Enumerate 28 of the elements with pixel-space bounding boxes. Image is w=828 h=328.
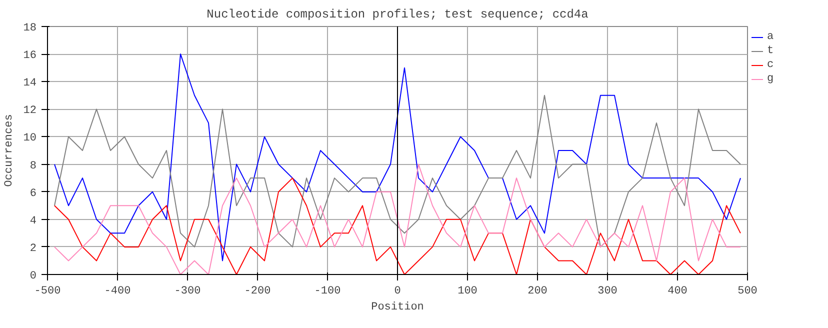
y-axis-title: Occurrences: [3, 114, 16, 187]
legend-label: a: [767, 30, 775, 44]
x-tick-label: -200: [244, 286, 271, 298]
y-tick-label: 12: [23, 105, 36, 118]
y-tick-label: 6: [30, 188, 37, 200]
y-tick-label: 8: [30, 160, 37, 172]
y-tick-label: 16: [23, 50, 36, 62]
x-tick-label: 200: [528, 286, 548, 298]
x-tick-label: 100: [458, 286, 478, 298]
x-tick-label: 0: [394, 286, 401, 298]
y-tick-label: 2: [30, 242, 37, 255]
x-tick-label: -300: [174, 286, 201, 298]
x-tick-label: -100: [314, 286, 341, 298]
x-tick-label: -400: [104, 286, 131, 298]
y-tick-label: 10: [23, 132, 36, 145]
y-tick-label: 4: [30, 215, 37, 228]
y-tick-label: 0: [30, 270, 37, 282]
chart-title: Nucleotide composition profiles; test sequence; ccd4a: [206, 8, 588, 22]
x-axis-title: Position: [371, 302, 424, 314]
legend-label: c: [767, 58, 775, 72]
x-tick-label: 400: [668, 286, 688, 298]
y-tick-label: 18: [23, 22, 36, 34]
x-tick-label: 500: [738, 286, 758, 298]
legend-label: t: [767, 44, 775, 58]
x-tick-label: 300: [598, 286, 618, 298]
legend-label: g: [767, 72, 775, 86]
y-tick-label: 14: [23, 78, 37, 90]
x-tick-label: -500: [34, 286, 61, 298]
